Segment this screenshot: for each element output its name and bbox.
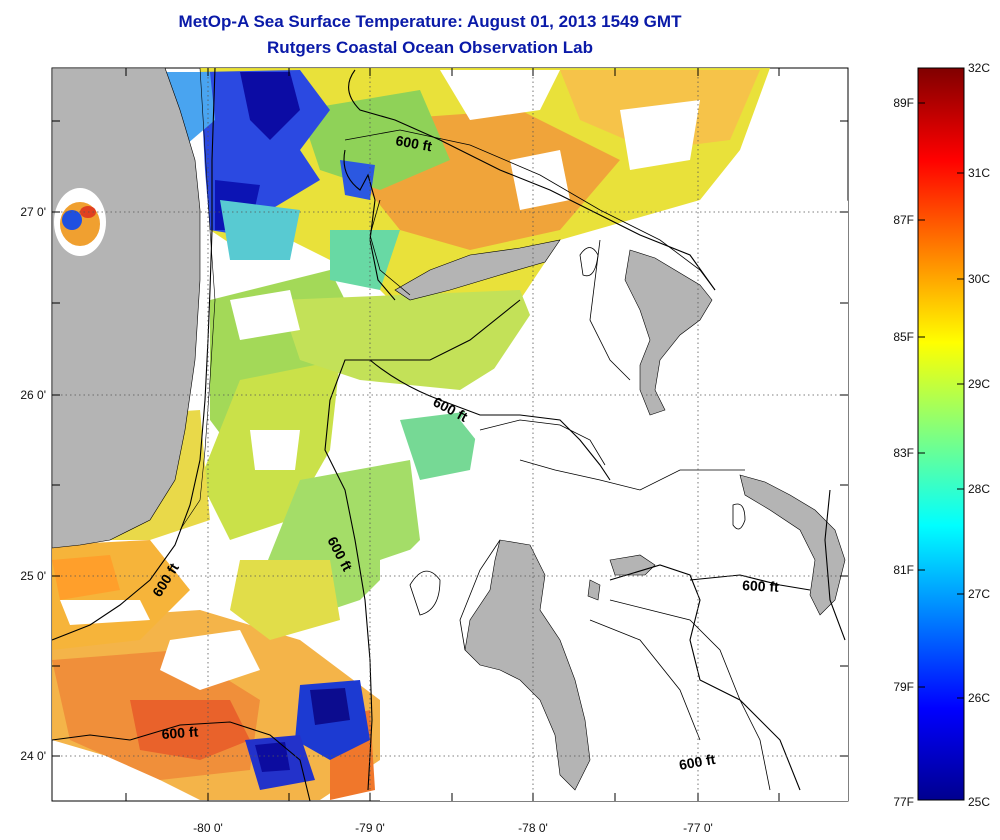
colorbar-celsius-label: 28C <box>968 482 990 496</box>
abaco-island <box>624 249 713 416</box>
grand-bahama <box>394 239 561 301</box>
isobath-label: 600 ft <box>678 751 717 773</box>
isobath-600ft <box>52 68 846 801</box>
lon-label: -78 0' <box>518 821 548 835</box>
colorbar <box>917 67 965 801</box>
lon-label: -79 0' <box>355 821 385 835</box>
colorbar-celsius-label: 32C <box>968 61 990 75</box>
colorbar-celsius-label: 26C <box>968 691 990 705</box>
colorbar-celsius-label: 30C <box>968 272 990 286</box>
lon-label: -77 0' <box>683 821 713 835</box>
colorbar-fahrenheit-label: 81F <box>893 563 914 577</box>
colorbar-celsius-label: 31C <box>968 166 990 180</box>
map-subtitle: Rutgers Coastal Ocean Observation Lab <box>267 38 593 57</box>
isobath-label: 600 ft <box>742 577 780 595</box>
florida-landmass <box>52 68 201 549</box>
colorbar-celsius-label: 25C <box>968 795 990 809</box>
colorbar-fahrenheit-label: 87F <box>893 213 914 227</box>
colorbar-fahrenheit-label: 79F <box>893 680 914 694</box>
eleuthera-island <box>739 474 846 616</box>
andros-island <box>464 539 591 791</box>
lat-label: 26 0' <box>20 388 46 402</box>
colorbar-fahrenheit-label: 83F <box>893 446 914 460</box>
isobath-label: 600 ft <box>161 723 199 742</box>
colorbar-fahrenheit-label: 85F <box>893 330 914 344</box>
graticule <box>52 68 848 801</box>
colorbar-fahrenheit-label: 77F <box>893 795 914 809</box>
lat-label: 25 0' <box>20 569 46 583</box>
colorbar-celsius-label: 27C <box>968 587 990 601</box>
lat-label: 24 0' <box>20 749 46 763</box>
map-title: MetOp-A Sea Surface Temperature: August … <box>178 12 682 31</box>
lat-label: 27 0' <box>20 205 46 219</box>
lon-label: -80 0' <box>193 821 223 835</box>
colorbar-celsius-label: 29C <box>968 377 990 391</box>
colorbar-fahrenheit-label: 89F <box>893 96 914 110</box>
isobath-label: 600 ft <box>394 132 433 154</box>
